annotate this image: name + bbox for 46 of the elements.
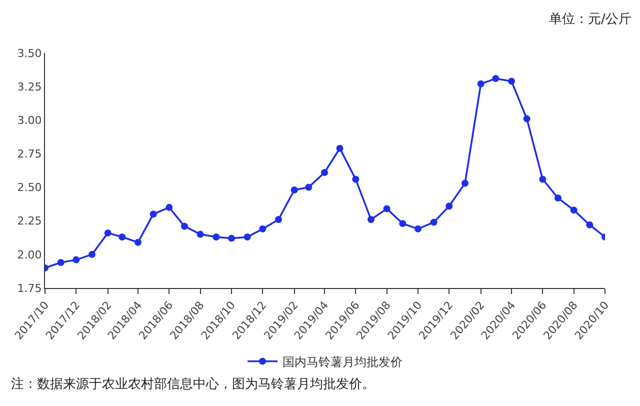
point <box>586 221 594 228</box>
point <box>477 80 484 88</box>
y-tick-label: 3.00 <box>17 114 42 127</box>
point <box>244 233 251 240</box>
point <box>290 186 298 194</box>
point <box>259 225 266 232</box>
point <box>228 234 235 242</box>
y-tick-label: 1.75 <box>17 282 42 295</box>
point <box>399 220 406 228</box>
point <box>118 233 126 240</box>
y-tick-label: 2.75 <box>17 148 42 161</box>
point <box>305 184 312 191</box>
point <box>104 229 112 236</box>
point <box>367 216 374 224</box>
point <box>430 218 438 226</box>
y-tick-label: 2.00 <box>17 248 42 262</box>
point <box>352 176 360 183</box>
point <box>383 205 390 212</box>
point <box>212 233 220 240</box>
point <box>150 210 157 218</box>
point <box>446 202 453 210</box>
point <box>570 206 578 214</box>
point <box>492 75 500 82</box>
point <box>88 250 96 258</box>
point <box>336 144 344 152</box>
y-tick-label: 2.50 <box>17 181 42 194</box>
point <box>462 180 468 187</box>
point <box>57 258 64 266</box>
text: 单位：元/公斤 <box>549 12 632 27</box>
legend-label: 国内马铃薯月均批发价 <box>282 354 402 369</box>
point <box>523 115 530 122</box>
point <box>134 238 142 246</box>
y-tick-label: 2.25 <box>17 214 42 228</box>
point <box>554 194 562 202</box>
y-tick-label: 3.25 <box>17 80 42 94</box>
text: 注：数据来源于农业农村部信息中心，图为马铃薯月均批发价。 <box>11 376 375 392</box>
point <box>180 222 188 230</box>
point <box>196 230 204 238</box>
point <box>72 256 80 264</box>
point <box>539 176 546 183</box>
point <box>508 78 515 85</box>
point <box>414 225 422 232</box>
point <box>166 204 173 211</box>
y-tick-label: 3.50 <box>17 46 42 60</box>
point <box>275 216 282 224</box>
point <box>320 169 328 176</box>
